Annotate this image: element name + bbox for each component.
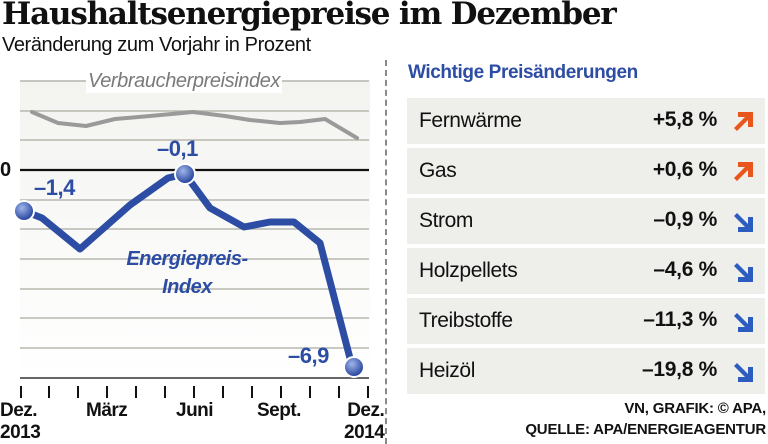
source-credit: VN, GRAFIK: © APA, QUELLE: APA/ENERGIEAG… xyxy=(525,400,766,438)
chart-subtitle: Veränderung zum Vorjahr in Prozent xyxy=(2,34,311,56)
arrow-down-right-icon xyxy=(734,263,753,282)
price-changes-title: Wichtige Preisänderungen xyxy=(408,62,638,83)
point-label-dec-2014: –6,9 xyxy=(288,343,329,368)
change-value: –19,8 % xyxy=(642,358,717,381)
x-label-dez-2014: Dez. 2014 xyxy=(344,400,385,443)
table-row: Strom –0,9 % xyxy=(407,198,765,244)
change-value: –0,9 % xyxy=(653,208,717,231)
arrow-up-right-icon xyxy=(734,112,753,131)
arrow-down-right-icon xyxy=(734,363,753,382)
change-value: –4,6 % xyxy=(653,258,717,281)
table-row: Holzpellets –4,6 % xyxy=(407,248,765,294)
table-row: Fernwärme +5,8 % xyxy=(407,98,765,144)
zero-axis-label: 0 xyxy=(0,159,12,181)
chart-title: Haushaltsenergiepreise im Dezember xyxy=(2,0,617,32)
point-label-june: –0,1 xyxy=(157,136,198,161)
line-chart-canvas xyxy=(13,80,370,398)
arrow-down-right-icon xyxy=(734,213,753,232)
energy-type: Treibstoffe xyxy=(419,309,513,332)
arrow-up-right-icon xyxy=(734,162,753,181)
table-row: Treibstoffe –11,3 % xyxy=(407,298,765,344)
x-label-sept: Sept. xyxy=(257,400,301,421)
x-label-juni: Juni xyxy=(176,400,214,421)
energy-type: Heizöl xyxy=(419,359,475,382)
arrow-down-right-icon xyxy=(734,313,753,332)
change-value: +0,6 % xyxy=(652,158,717,181)
energy-series-label: Energiepreis- Index xyxy=(126,248,248,298)
price-changes-table: Fernwärme +5,8 % Gas +0,6 % Strom –0,9 %… xyxy=(407,98,765,398)
energy-type: Holzpellets xyxy=(419,259,518,282)
data-point-june xyxy=(174,163,196,185)
x-axis-ticks xyxy=(20,386,369,398)
energy-type: Gas xyxy=(419,159,457,182)
change-value: –11,3 % xyxy=(643,308,717,331)
table-row: Heizöl –19,8 % xyxy=(407,348,765,394)
energy-type: Strom xyxy=(419,209,474,232)
dashed-divider xyxy=(385,60,387,444)
vpi-line xyxy=(30,110,359,140)
point-label-dec-2013: –1,4 xyxy=(34,175,75,200)
x-label-maerz: März xyxy=(86,400,128,421)
data-point-dec-2014 xyxy=(343,356,365,378)
change-value: +5,8 % xyxy=(652,108,717,131)
plot-background xyxy=(20,80,370,380)
vpi-series-label: Verbraucherpreisindex xyxy=(86,70,283,93)
line-chart: Verbraucherpreisindex 0 –1,4 –0,1 –6,9 E… xyxy=(0,60,385,443)
data-point-dec-2013 xyxy=(13,200,35,222)
energy-price-line xyxy=(20,170,356,370)
energy-type: Fernwärme xyxy=(419,109,522,132)
table-row: Gas +0,6 % xyxy=(407,148,765,194)
x-label-dez-2013: Dez. 2013 xyxy=(0,400,41,443)
